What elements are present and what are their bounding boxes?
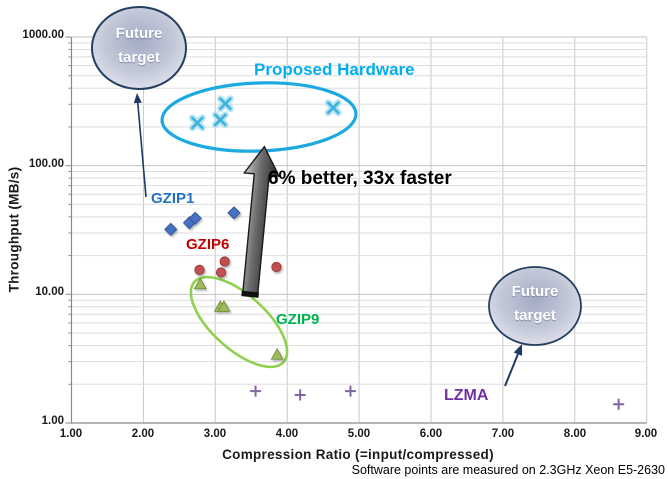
future-target-line2: target xyxy=(118,49,160,66)
y-tick-label: 10.00 xyxy=(35,286,64,298)
x-tick-label: 9.00 xyxy=(634,428,658,440)
future-target-balloon-right xyxy=(488,266,582,346)
future-target-label-left: Future target xyxy=(89,22,189,70)
series-gzip1 xyxy=(164,206,241,236)
x-tick-label: 5.00 xyxy=(347,428,371,440)
footnote: Software points are measured on 2.3GHz X… xyxy=(351,463,665,477)
x-axis-title: Compression Ratio (=input/compressed) xyxy=(222,447,494,462)
comparison-annotation: 6% better, 33x faster xyxy=(268,168,452,189)
future-target-line2: target xyxy=(514,307,556,324)
y-tick-label: 1.00 xyxy=(41,415,64,427)
x-tick-label: 2.00 xyxy=(131,428,155,440)
future-target-arrow-left xyxy=(133,93,147,198)
y-axis-title: Throughput (MB/s) xyxy=(6,166,22,293)
proposed-highlight-ellipse xyxy=(160,81,358,153)
series-proposed-hardware xyxy=(188,95,342,132)
x-tick-label: 3.00 xyxy=(203,428,227,440)
future-target-label-right: Future target xyxy=(485,280,585,328)
x-tick-label: 8.00 xyxy=(563,428,587,440)
series-label-proposed-hardware: Proposed Hardware xyxy=(254,60,415,79)
future-target-balloon-left xyxy=(91,6,187,90)
x-tick-label: 6.00 xyxy=(419,428,443,440)
y-tick-label: 1000.00 xyxy=(22,29,64,41)
series-label-gzip9: GZIP9 xyxy=(276,311,320,328)
future-target-arrow-right xyxy=(504,344,523,387)
series-label-lzma: LZMA xyxy=(444,387,489,404)
series-label-gzip1: GZIP1 xyxy=(151,190,195,207)
y-axis-ticks xyxy=(65,36,72,424)
future-target-line1: Future xyxy=(511,283,559,300)
series-label-gzip6: GZIP6 xyxy=(186,236,230,253)
future-target-line1: Future xyxy=(115,25,163,42)
series-lzma xyxy=(250,385,625,410)
x-tick-label: 1.00 xyxy=(59,428,83,440)
gridlines xyxy=(71,36,648,423)
x-tick-label: 4.00 xyxy=(275,428,299,440)
series-gzip9 xyxy=(193,277,284,360)
x-tick-label: 7.00 xyxy=(491,428,515,440)
improvement-arrow xyxy=(241,145,281,298)
series-gzip6 xyxy=(194,256,282,278)
gzip9-highlight-ellipse xyxy=(189,275,289,369)
y-tick-label: 100.00 xyxy=(28,158,64,170)
